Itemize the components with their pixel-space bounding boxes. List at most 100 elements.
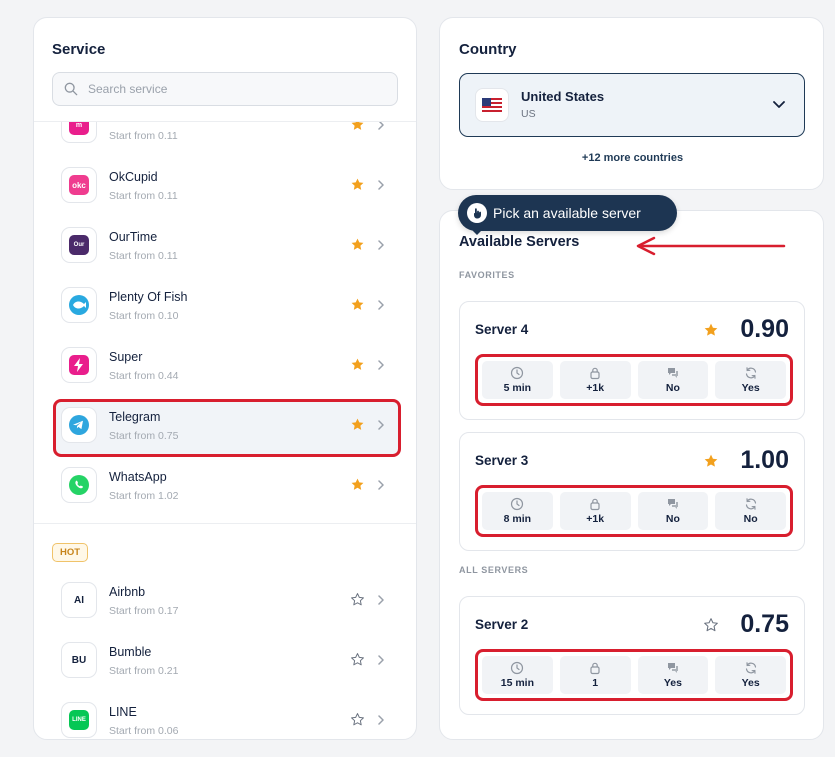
service-price: Start from 0.17 [109,605,179,617]
chevron-right-icon [378,122,384,130]
country-panel: Country United States US +12 more countr… [439,17,824,190]
service-name: OurTime [109,230,158,244]
server-card[interactable]: Server 3 1.00 8 min +1k No No [459,432,805,551]
pick-server-tooltip: Pick an available server [458,195,677,231]
tooltip-tail [470,228,484,235]
star-filled-icon[interactable] [350,297,365,312]
country-select[interactable]: United States US [459,73,805,137]
service-item[interactable]: LINE LINE Start from 0.06 [34,690,416,739]
country-name: United States [521,89,605,104]
stat-value: +1k [586,513,605,525]
server-name: Server 3 [475,453,529,468]
star-filled-icon[interactable] [350,237,365,252]
telegram-icon [69,415,89,435]
more-countries-link[interactable]: +12 more countries [581,152,684,164]
chat-bubbles-icon [667,368,678,378]
service-logo [61,287,97,323]
star-filled-icon[interactable] [350,177,365,192]
line-logo-icon: LINE [69,710,89,730]
clock-icon [511,497,524,511]
service-name: Super [109,350,143,364]
service-logo: m [61,122,97,143]
stat-value: Yes [741,382,760,394]
server-name: Server 4 [475,322,529,337]
service-list: m Start from 0.11 okc OkCupid Start from… [34,121,416,739]
server-stat: Yes [637,656,709,694]
service-item[interactable]: Telegram Start from 0.75 [34,395,416,457]
star-outline-icon[interactable] [350,652,365,667]
service-logo [61,347,97,383]
service-item[interactable]: WhatsApp Start from 1.02 [34,455,416,515]
hot-badge: HOT [52,543,89,562]
server-stat: +1k [559,492,631,530]
chevron-right-icon [378,240,384,250]
server-stat: Yes [715,656,786,694]
service-item[interactable]: m Start from 0.11 [34,121,416,155]
server-price: 1.00 [740,446,789,474]
service-price: Start from 0.11 [109,250,178,262]
service-name: Telegram [109,410,161,424]
service-item[interactable]: Super Start from 0.44 [34,335,416,395]
chevron-right-icon [378,715,384,725]
refresh-icon [745,662,756,674]
chevron-down-icon [773,101,785,108]
star-filled-icon[interactable] [350,121,365,132]
refresh-icon [745,367,756,379]
server-card[interactable]: Server 2 0.75 15 min 1 Yes Yes [459,596,805,715]
star-filled-icon[interactable] [703,322,719,338]
favorites-label: FAVORITES [459,270,515,280]
stat-value: +1k [586,382,605,394]
stat-value: 5 min [503,382,532,394]
service-price: Start from 1.02 [109,490,179,502]
tooltip-text: Pick an available server [493,205,641,221]
search-icon [64,82,78,96]
star-outline-icon[interactable] [350,712,365,727]
star-filled-icon[interactable] [350,477,365,492]
service-name: WhatsApp [109,470,167,484]
country-title: Country [459,41,517,58]
service-logo: BU [61,642,97,678]
service-logo [61,467,97,503]
service-logo: AI [61,582,97,618]
service-logo [61,407,97,443]
star-filled-icon[interactable] [350,357,365,372]
service-price: Start from 0.06 [109,725,179,737]
hand-pointer-icon [467,203,487,223]
initials-logo: BU [71,654,87,666]
service-item[interactable]: Plenty Of Fish Start from 0.10 [34,275,416,335]
search-input[interactable] [88,82,378,96]
star-filled-icon[interactable] [350,417,365,432]
star-outline-icon[interactable] [703,617,719,633]
service-search[interactable] [52,72,398,106]
service-price: Start from 0.44 [109,370,179,382]
server-name: Server 2 [475,617,529,632]
star-outline-icon[interactable] [350,592,365,607]
server-stats: 8 min +1k No No [475,485,793,537]
us-flag-icon [475,88,509,122]
chevron-right-icon [378,180,384,190]
server-stat: +1k [559,361,631,399]
server-stat: 5 min [482,361,553,399]
service-panel: Service m Start from 0.11 okc OkCupid St… [33,17,417,740]
service-title: Service [52,41,106,58]
service-item[interactable]: Our OurTime Start from 0.11 [34,215,416,275]
star-filled-icon[interactable] [703,453,719,469]
stat-value: 8 min [503,513,532,525]
service-item[interactable]: BU Bumble Start from 0.21 [34,630,416,690]
service-item[interactable]: AI Airbnb Start from 0.17 [34,570,416,630]
service-item[interactable]: okc OkCupid Start from 0.11 [34,155,416,215]
service-name: Airbnb [109,585,146,599]
server-card[interactable]: Server 4 0.90 5 min +1k No Yes [459,301,805,420]
country-code: US [521,108,536,120]
chevron-right-icon [378,420,384,430]
lock-icon [590,367,600,380]
servers-panel: Available Servers FAVORITES Server 4 0.9… [439,210,824,740]
service-name: LINE [109,705,137,719]
clock-icon [511,366,524,380]
server-stat: Yes [715,361,786,399]
server-stat: No [637,361,709,399]
service-logo: Our [61,227,97,263]
lock-icon [590,662,600,675]
service-price: Start from 0.11 [109,130,178,142]
stat-value: Yes [741,677,760,689]
